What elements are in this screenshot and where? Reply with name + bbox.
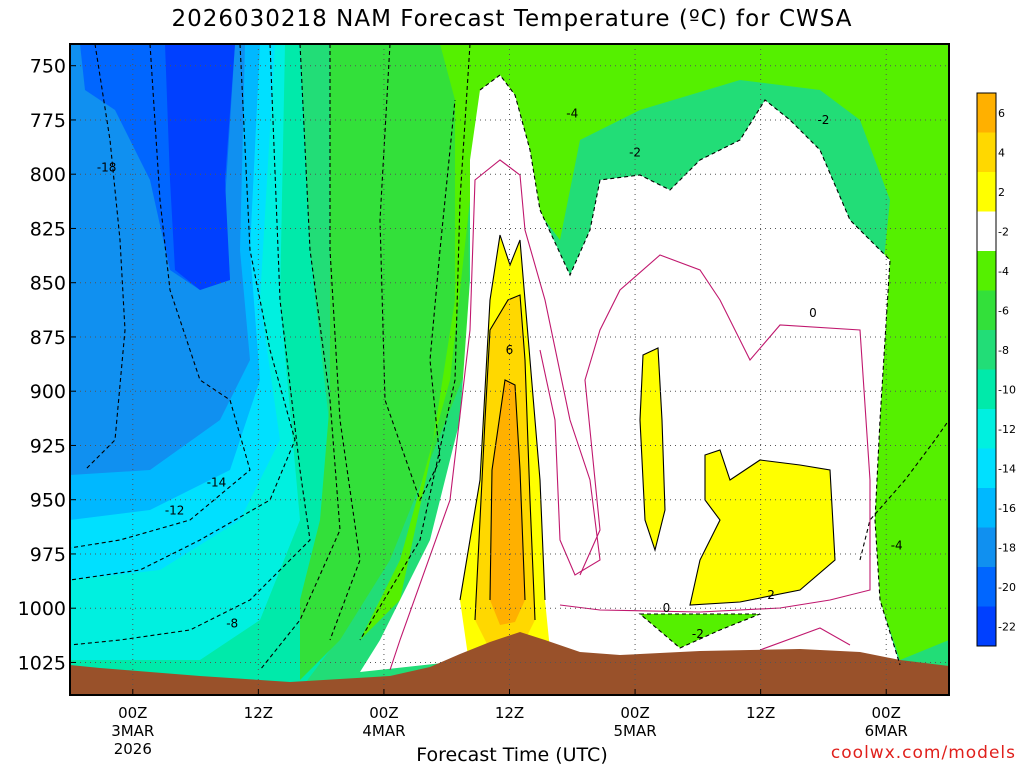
contour-label: -14 bbox=[207, 475, 227, 489]
x-tick-label: 5MAR bbox=[613, 722, 656, 740]
fill-band-minus6 bbox=[300, 44, 470, 680]
terrain bbox=[70, 632, 949, 695]
colorbar-bin bbox=[977, 330, 996, 370]
colorbar-label: 4 bbox=[998, 146, 1005, 159]
contour-plus2-ne bbox=[639, 347, 666, 552]
colorbar-bin bbox=[977, 251, 996, 291]
contour-minus4-b bbox=[859, 419, 949, 561]
contour-label: -2 bbox=[629, 146, 641, 160]
contour-minus2-b bbox=[638, 613, 761, 649]
colorbar-bin bbox=[977, 172, 996, 212]
colorbar-bin bbox=[977, 567, 996, 607]
colorbar-bin bbox=[977, 448, 996, 488]
y-tick-label: 1000 bbox=[18, 598, 66, 620]
colorbar-label: -4 bbox=[998, 265, 1009, 278]
colorbar-label: -16 bbox=[998, 502, 1016, 515]
y-tick-label: 950 bbox=[30, 490, 66, 512]
colorbar-bin bbox=[977, 132, 996, 172]
contour-label: -18 bbox=[97, 161, 117, 175]
colorbar-frame bbox=[976, 92, 997, 647]
x-tick-label: 3MAR bbox=[111, 722, 154, 740]
colorbar-label: -2 bbox=[998, 225, 1009, 238]
fill-band-2-4-se bbox=[690, 450, 835, 605]
fill-cold-band-22 bbox=[165, 44, 235, 290]
contour-minus18 bbox=[84, 44, 126, 471]
x-tick-label: 00Z bbox=[872, 704, 901, 722]
colorbar-label: -18 bbox=[998, 541, 1016, 554]
x-tick-label: 00Z bbox=[620, 704, 649, 722]
contour-label: -2 bbox=[692, 627, 704, 641]
contour-zero-low bbox=[759, 627, 851, 651]
grid bbox=[70, 44, 949, 695]
colorbar-bin bbox=[977, 369, 996, 409]
x-tick-label: 6MAR bbox=[865, 722, 908, 740]
contour-label: -12 bbox=[165, 504, 185, 518]
colorbar-label: 2 bbox=[998, 186, 1005, 199]
contour-labels: -18 -14 -12 -8 -4 -2 -2 6 0 0 -2 2 -4 bbox=[97, 106, 903, 641]
contour-minus12 bbox=[70, 44, 311, 646]
colorbar-label: -8 bbox=[998, 344, 1009, 357]
contour-plus4 bbox=[474, 294, 536, 621]
colorbar-bin bbox=[977, 211, 996, 251]
colorbar-bin bbox=[977, 527, 996, 567]
contour-minus4 bbox=[359, 44, 471, 641]
contour-label: -2 bbox=[817, 113, 829, 127]
fill-band-6-8 bbox=[490, 380, 525, 625]
y-tick-label: 875 bbox=[30, 327, 66, 349]
contour-minus14 bbox=[70, 44, 296, 581]
colorbar: 6 4 2 -2 -4 -6 -8 -10 -12 -14 -16 -18 -20 -22 bbox=[976, 92, 1016, 647]
colorbar-bin bbox=[977, 409, 996, 449]
y-tick-label: 975 bbox=[30, 544, 66, 566]
contour-label: 2 bbox=[767, 588, 775, 602]
colorbar-label: -10 bbox=[998, 383, 1016, 396]
contour-minus8 bbox=[329, 44, 361, 641]
contour-minus16 bbox=[70, 44, 251, 549]
y-tick-label: 850 bbox=[30, 273, 66, 295]
y-tick-label: 825 bbox=[30, 218, 66, 240]
contour-minus6 bbox=[379, 44, 456, 502]
x-tick-label: 12Z bbox=[746, 704, 775, 722]
y-tick-label: 750 bbox=[30, 56, 66, 78]
x-tick-label: 12Z bbox=[495, 704, 524, 722]
x-tick-label: 00Z bbox=[369, 704, 398, 722]
contour-label: 0 bbox=[663, 601, 671, 615]
colorbar-label: -6 bbox=[998, 304, 1009, 317]
colorbar-bin bbox=[977, 606, 996, 646]
contour-label: -4 bbox=[566, 106, 578, 120]
contour-minus2-a bbox=[479, 74, 901, 666]
x-tick-label: 00Z bbox=[118, 704, 147, 722]
x-tick-label: 4MAR bbox=[362, 722, 405, 740]
page-title: 2026030218 NAM Forecast Temperature (ºC)… bbox=[171, 6, 853, 32]
y-axis: 750 775 800 825 850 875 900 925 950 975 1000 1025 bbox=[18, 56, 76, 674]
colorbar-bin bbox=[977, 488, 996, 528]
y-tick-label: 775 bbox=[30, 110, 66, 132]
contour-minus10 bbox=[259, 44, 341, 671]
contour-plus6 bbox=[489, 379, 526, 601]
contour-label: 0 bbox=[809, 306, 817, 320]
colorbar-bin bbox=[977, 93, 996, 133]
fill-band-2-4-ne bbox=[640, 348, 665, 550]
colorbar-label: 6 bbox=[998, 107, 1005, 120]
y-tick-label: 1025 bbox=[18, 652, 66, 674]
colorbar-label: -12 bbox=[998, 423, 1016, 436]
credit-link[interactable]: coolwx.com/models bbox=[830, 743, 1016, 763]
contour-label: -8 bbox=[226, 616, 238, 630]
x-axis-title: Forecast Time (UTC) bbox=[416, 744, 608, 766]
contour-zero-main bbox=[389, 159, 601, 671]
y-tick-label: 800 bbox=[30, 164, 66, 186]
colorbar-bin bbox=[977, 290, 996, 330]
colorbar-label: -22 bbox=[998, 620, 1016, 633]
x-tick-label: 2026 bbox=[114, 740, 152, 758]
colorbar-label: -14 bbox=[998, 462, 1016, 475]
x-tick-label: 12Z bbox=[244, 704, 273, 722]
contour-label: -4 bbox=[891, 538, 903, 552]
contour-label: 6 bbox=[506, 343, 514, 357]
colorbar-label: -20 bbox=[998, 581, 1016, 594]
y-tick-label: 925 bbox=[30, 435, 66, 457]
fill-band-minus4 bbox=[330, 44, 949, 670]
y-tick-label: 900 bbox=[30, 381, 66, 403]
contour-plus2-se bbox=[689, 449, 836, 606]
